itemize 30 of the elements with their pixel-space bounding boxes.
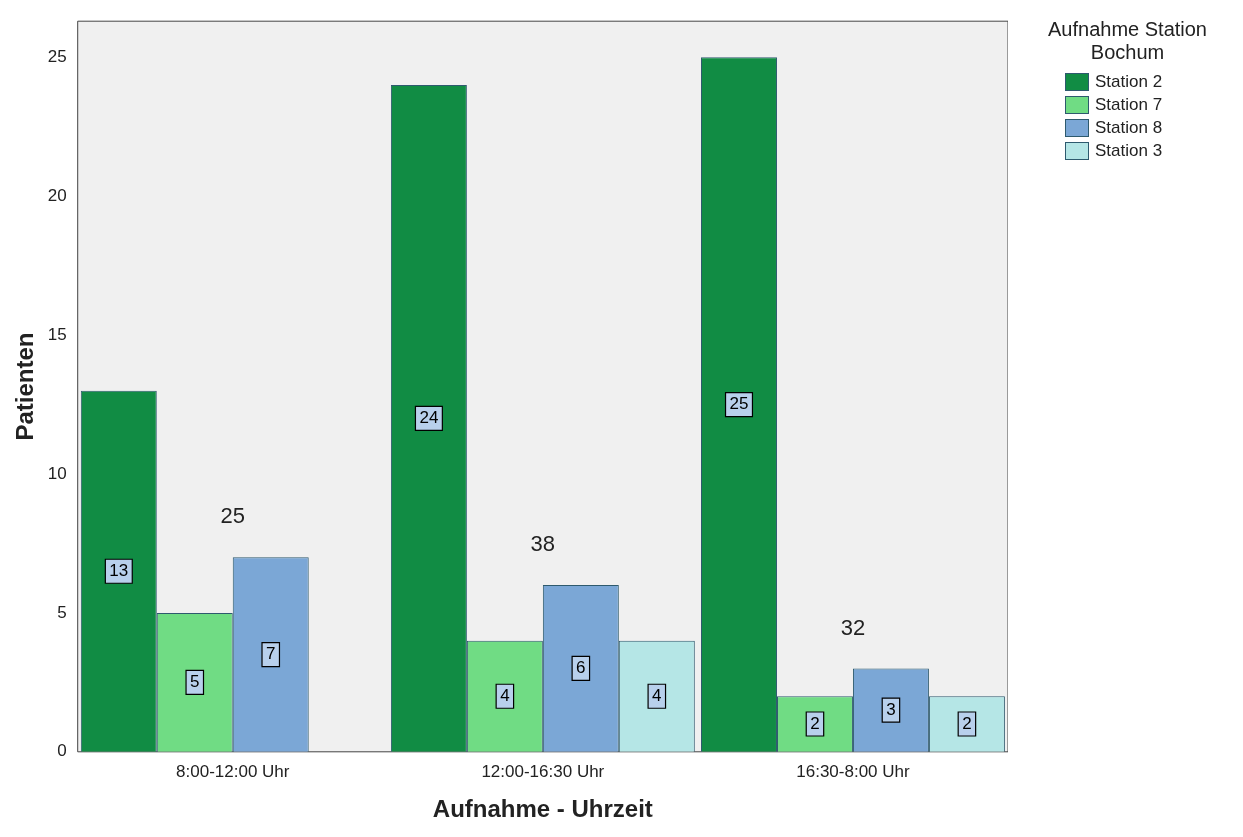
y-tick-label: 15 — [47, 324, 67, 344]
legend-label: Station 7 — [1095, 94, 1163, 115]
legend-label: Station 3 — [1095, 140, 1163, 161]
data-label: 2 — [810, 713, 820, 733]
data-label: 7 — [266, 644, 276, 664]
y-axis-title: Patienten — [11, 332, 39, 441]
data-label: 5 — [190, 672, 200, 692]
y-tick-label: 10 — [47, 463, 67, 483]
data-label: 6 — [576, 658, 586, 678]
y-tick-label: 25 — [47, 47, 67, 66]
total-label: 32 — [840, 614, 866, 640]
legend-title: Aufnahme Station Bochum — [1047, 18, 1208, 64]
x-tick-label: 8:00-12:00 Uhr — [176, 761, 290, 781]
total-label: 38 — [530, 531, 556, 557]
data-label: 3 — [886, 699, 896, 719]
data-label: 25 — [729, 394, 749, 414]
legend-label: Station 8 — [1095, 117, 1163, 138]
total-label: 25 — [220, 503, 245, 529]
data-label: 13 — [109, 560, 129, 580]
x-axis-title: Aufnahme - Uhrzeit — [432, 795, 653, 823]
data-label: 24 — [419, 408, 439, 428]
y-tick-label: 5 — [57, 602, 67, 622]
data-label: 2 — [962, 713, 972, 733]
x-tick-label: 16:30-8:00 Uhr — [796, 761, 910, 781]
y-tick-label: 0 — [57, 741, 67, 761]
legend-label: Station 2 — [1095, 71, 1163, 92]
data-label: 4 — [652, 685, 662, 705]
y-tick-label: 20 — [47, 185, 67, 205]
data-label: 4 — [500, 685, 510, 705]
x-tick-label: 12:00-16:30 Uhr — [481, 761, 605, 781]
